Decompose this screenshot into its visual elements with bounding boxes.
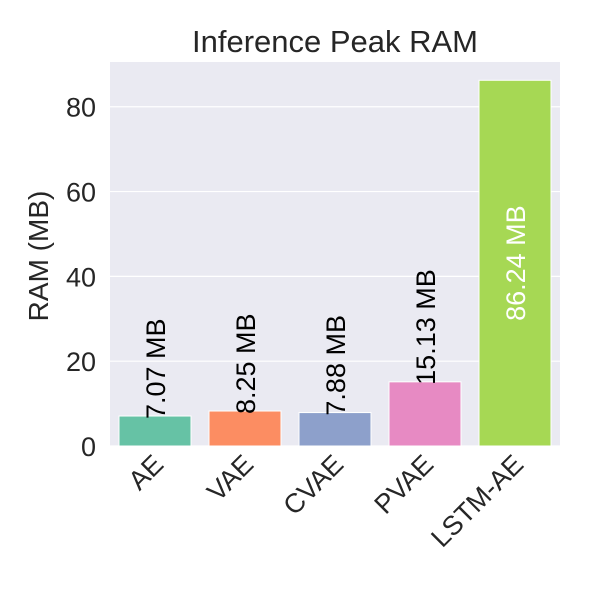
y-axis-label: RAM (MB) [23,191,54,322]
bar-value-label: 15.13 MB [411,269,441,385]
bar-value-label: 7.07 MB [141,318,171,419]
y-tick-label: 80 [66,93,96,123]
y-tick-label: 20 [66,347,96,377]
bar-value-label: 86.24 MB [501,205,531,321]
x-tick-label: CVAE [277,449,349,521]
y-tick-label: 60 [66,178,96,208]
x-tick-label: AE [123,449,170,496]
chart-title: Inference Peak RAM [192,24,478,59]
bar-ae [118,415,192,447]
x-tick-label: VAE [201,449,259,507]
bar-value-label: 7.88 MB [321,315,351,416]
bar-lstm-ae [478,79,552,447]
bar-cvae [298,412,372,447]
bar-pvae [388,381,462,447]
bar-vae [208,410,282,447]
y-tick-label: 0 [81,432,96,462]
bar-value-label: 8.25 MB [231,313,261,414]
plot-area: 0 20 40 60 80 7.07 MB AE 8.25 MB VAE 7.88 MB CVAE 1… [66,62,560,553]
y-tick-label: 40 [66,262,96,292]
x-tick-label: PVAE [369,449,440,520]
x-tick-label: LSTM-AE [425,449,529,553]
